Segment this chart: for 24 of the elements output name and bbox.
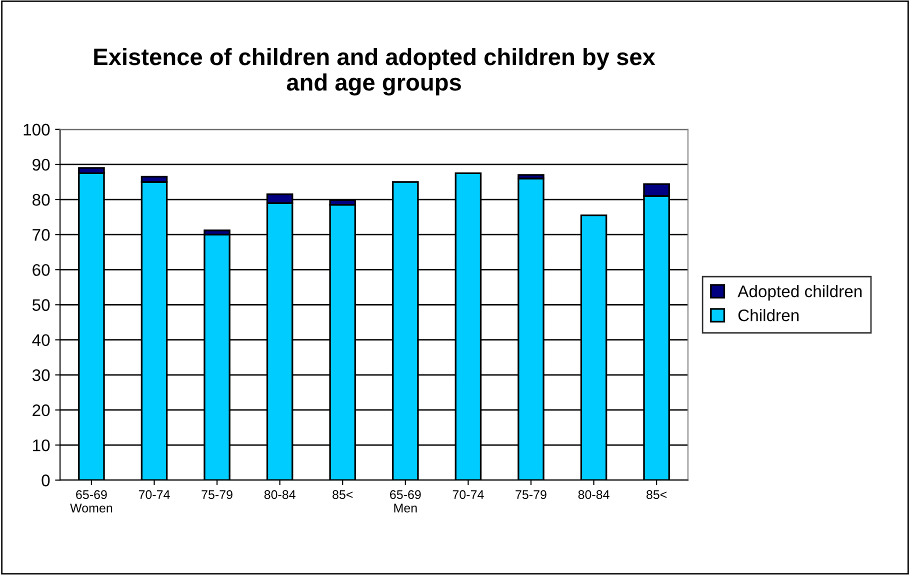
y-tick-label: 100 bbox=[24, 124, 50, 136]
x-tick-label: 65-69 Men bbox=[390, 490, 421, 512]
x-tick-label: 80-84 bbox=[578, 490, 610, 500]
legend-label: Children bbox=[738, 309, 799, 322]
legend-label: Adopted children bbox=[738, 285, 862, 301]
y-tick-label: 80 bbox=[32, 194, 50, 206]
y-tick-label: 70 bbox=[32, 229, 50, 241]
y-tick-label: 50 bbox=[32, 299, 50, 311]
y-tick-label: 30 bbox=[32, 369, 50, 382]
y-tick-label: 10 bbox=[33, 439, 50, 452]
y-tick-label: 90 bbox=[32, 158, 50, 171]
x-tick-label: 65-69 Women bbox=[70, 490, 112, 512]
chart-title: Existence of children and adopted children by sex and age groups bbox=[94, 48, 656, 96]
x-tick-label: 80-84 bbox=[264, 490, 296, 500]
x-tick-label: 70-74 bbox=[452, 490, 484, 500]
y-tick-label: 20 bbox=[32, 404, 50, 416]
x-tick-label: 85< bbox=[646, 490, 667, 500]
y-tick-label: 60 bbox=[32, 264, 50, 276]
x-tick-label: 75-79 bbox=[202, 490, 232, 500]
x-tick-label: 70-74 bbox=[138, 490, 170, 500]
y-tick-label: 40 bbox=[32, 334, 50, 346]
y-tick-label: 0 bbox=[42, 474, 50, 486]
x-tick-label: 75-79 bbox=[516, 490, 546, 500]
x-tick-label: 85< bbox=[332, 490, 353, 500]
